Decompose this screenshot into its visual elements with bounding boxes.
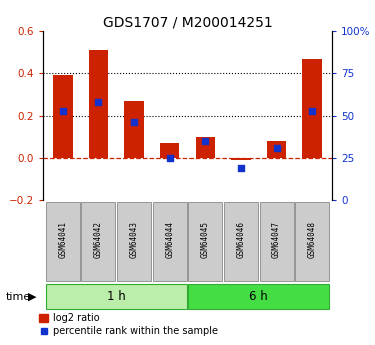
Text: time: time	[6, 292, 31, 302]
Text: ▶: ▶	[28, 292, 36, 302]
Text: 1 h: 1 h	[107, 290, 126, 303]
Point	[60, 108, 66, 113]
Legend: log2 ratio, percentile rank within the sample: log2 ratio, percentile rank within the s…	[35, 309, 222, 340]
FancyBboxPatch shape	[153, 202, 187, 281]
Point	[309, 108, 315, 113]
FancyBboxPatch shape	[81, 202, 116, 281]
Bar	[88, 50, 108, 158]
Text: 6 h: 6 h	[249, 290, 268, 303]
FancyBboxPatch shape	[188, 284, 329, 309]
Point	[274, 145, 280, 150]
Point	[202, 138, 208, 144]
Point	[166, 155, 172, 161]
Point	[238, 165, 244, 171]
Bar	[231, 158, 251, 160]
Text: GSM64041: GSM64041	[58, 221, 67, 258]
FancyBboxPatch shape	[295, 202, 329, 281]
FancyBboxPatch shape	[188, 202, 222, 281]
Point	[131, 120, 137, 125]
FancyBboxPatch shape	[117, 202, 151, 281]
FancyBboxPatch shape	[224, 202, 258, 281]
Text: GSM64045: GSM64045	[201, 221, 210, 258]
Text: GSM64044: GSM64044	[165, 221, 174, 258]
Text: GSM64048: GSM64048	[308, 221, 317, 258]
Bar	[303, 59, 322, 158]
Bar	[267, 141, 286, 158]
Bar	[124, 101, 144, 158]
Text: GSM64042: GSM64042	[94, 221, 103, 258]
Bar	[160, 143, 180, 158]
Text: GSM64047: GSM64047	[272, 221, 281, 258]
Bar	[53, 76, 72, 158]
Title: GDS1707 / M200014251: GDS1707 / M200014251	[103, 16, 272, 30]
Point	[95, 99, 101, 105]
FancyBboxPatch shape	[46, 284, 187, 309]
Bar	[195, 137, 215, 158]
FancyBboxPatch shape	[260, 202, 294, 281]
FancyBboxPatch shape	[46, 202, 80, 281]
Text: GSM64043: GSM64043	[129, 221, 138, 258]
Text: GSM64046: GSM64046	[237, 221, 246, 258]
